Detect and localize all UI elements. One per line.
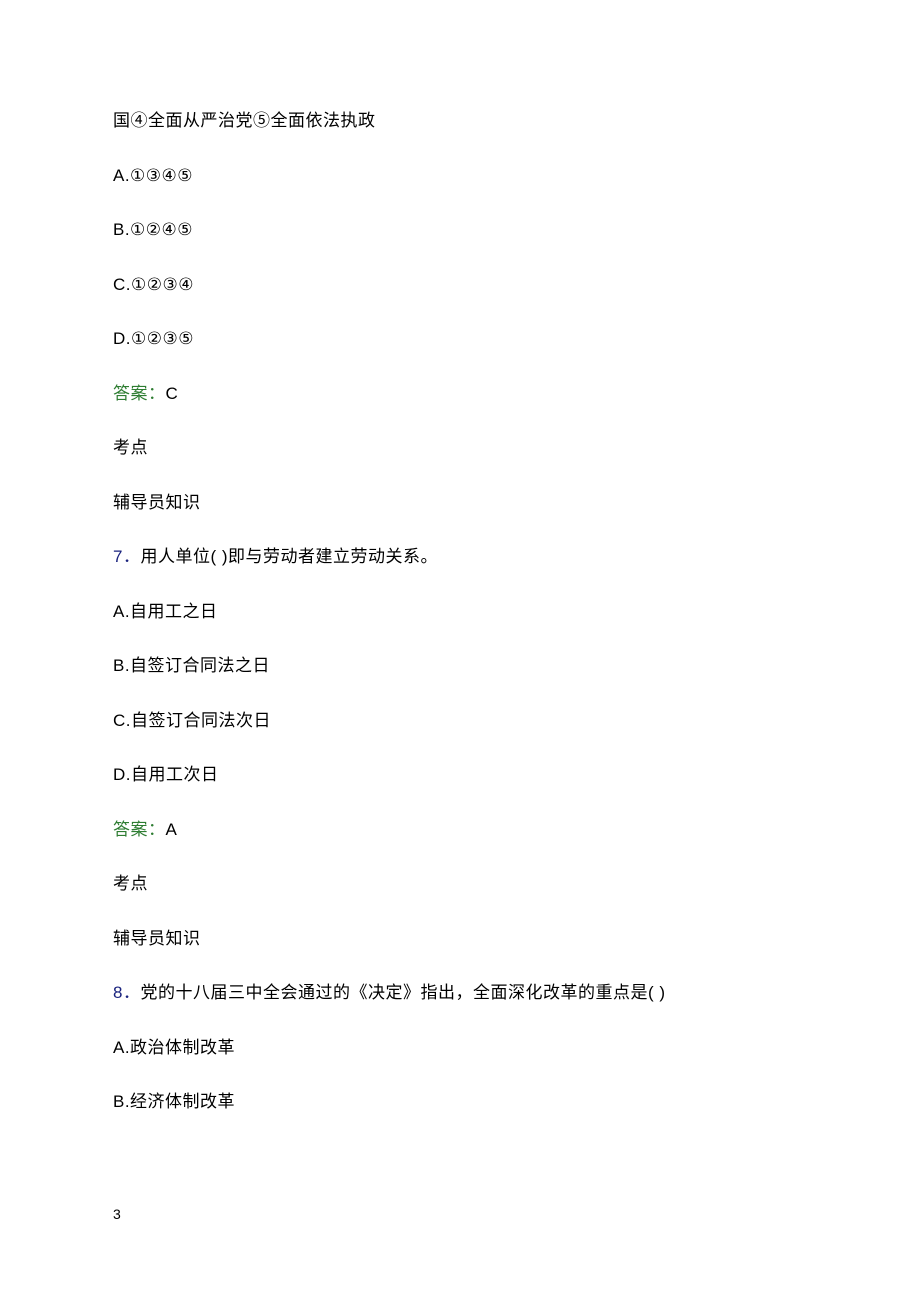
fragment-line: 国④全面从严治党⑤全面依法执政 [113,108,807,134]
q7-kaodian: 考点 [113,871,807,897]
q7-stem: 7．用人单位( )即与劳动者建立劳动关系。 [113,544,807,570]
q8-stem-text: 党的十八届三中全会通过的《决定》指出，全面深化改革的重点是( ) [140,983,665,1002]
q6-answer-label: 答案： [113,384,166,403]
q7-stem-text: 用人单位( )即与劳动者建立劳动关系。 [140,547,438,566]
q6-option-d: D.①②③⑤ [113,326,807,352]
q7-option-d: D.自用工次日 [113,762,807,788]
q7-option-b: B.自签订合同法之日 [113,653,807,679]
q6-answer: 答案：C [113,381,807,407]
q7-answer-label: 答案： [113,820,166,839]
q8-option-a: A.政治体制改革 [113,1035,807,1061]
q7-number: 7． [113,547,140,566]
q6-option-c: C.①②③④ [113,272,807,298]
q8-stem: 8．党的十八届三中全会通过的《决定》指出，全面深化改革的重点是( ) [113,980,807,1006]
document-content: 国④全面从严治党⑤全面依法执政 A.①③④⑤ B.①②④⑤ C.①②③④ D.①… [0,0,920,1115]
q6-option-a: A.①③④⑤ [113,163,807,189]
q8-number: 8． [113,983,140,1002]
q7-answer: 答案：A [113,817,807,843]
q6-option-b: B.①②④⑤ [113,217,807,243]
q6-answer-value: C [166,384,179,403]
q7-knowledge: 辅导员知识 [113,926,807,952]
q6-knowledge: 辅导员知识 [113,490,807,516]
q7-option-a: A.自用工之日 [113,599,807,625]
q7-option-c: C.自签订合同法次日 [113,708,807,734]
q7-answer-value: A [166,820,178,839]
q8-option-b: B.经济体制改革 [113,1089,807,1115]
q6-kaodian: 考点 [113,435,807,461]
page-number: 3 [113,1206,121,1222]
